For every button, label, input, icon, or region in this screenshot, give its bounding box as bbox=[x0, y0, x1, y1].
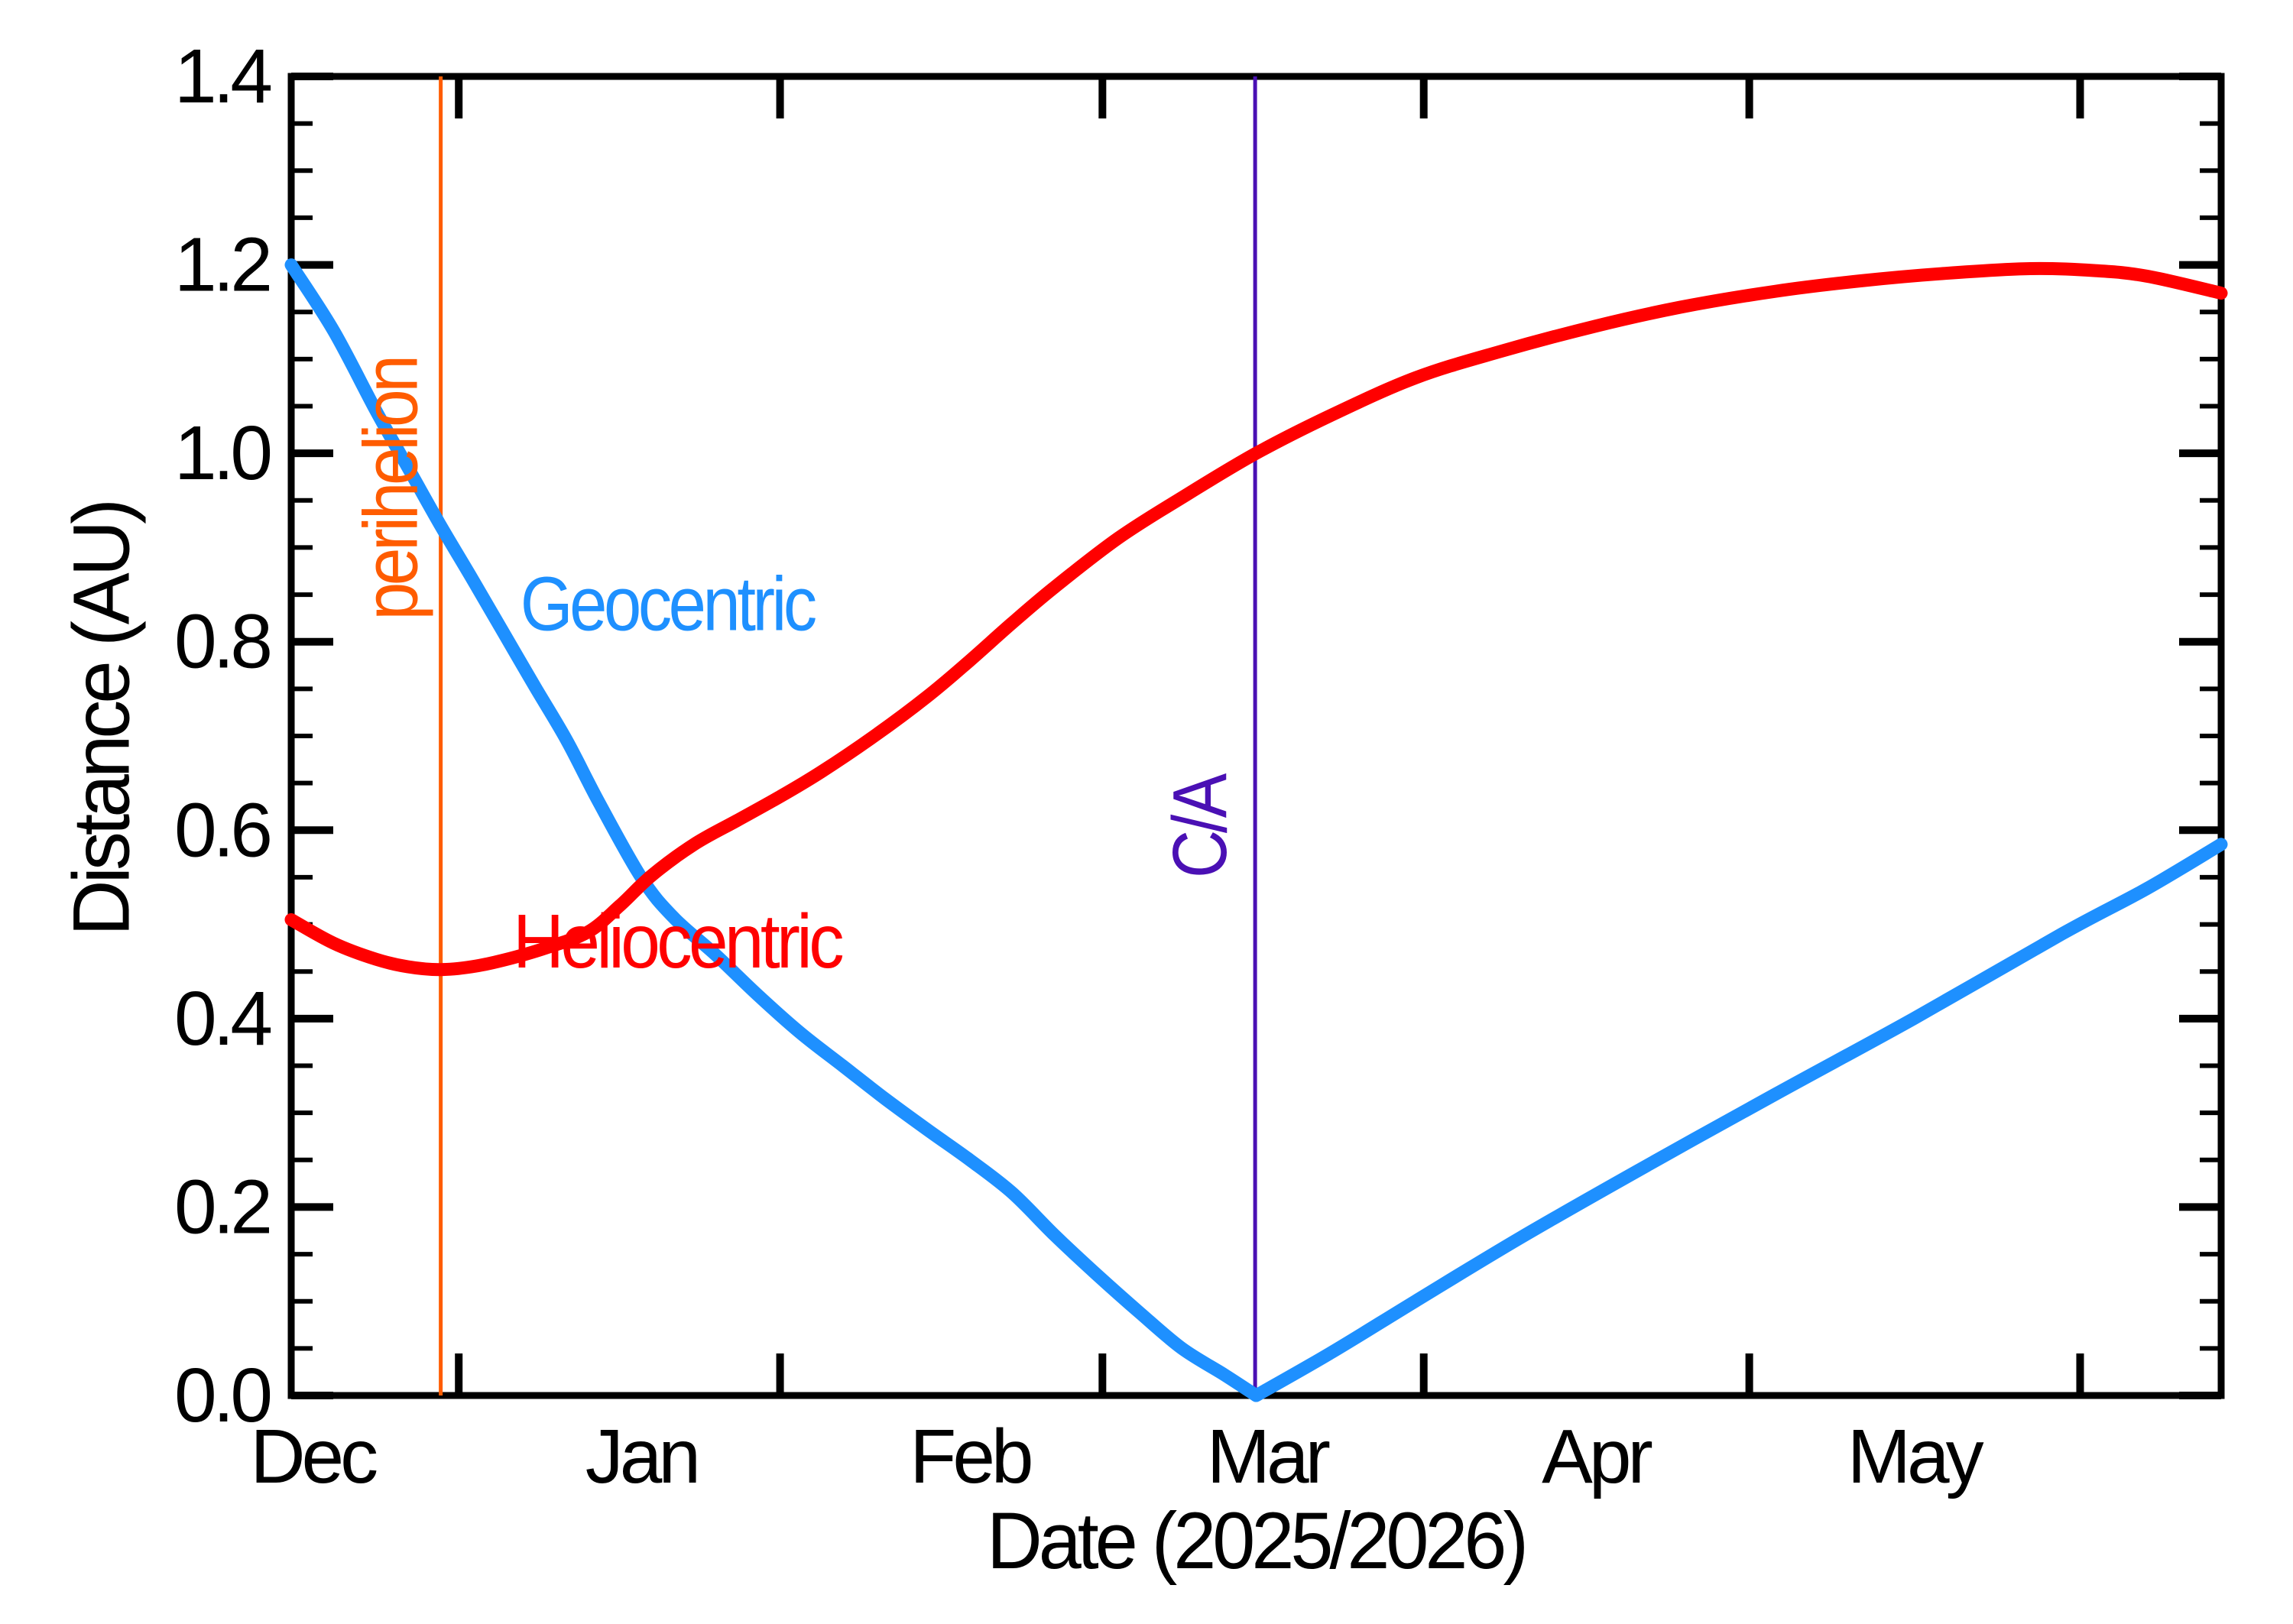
y-tick-label: 0.4 bbox=[174, 976, 271, 1062]
y-tick-label: 0.8 bbox=[174, 599, 270, 685]
y-axis-title: Distance (AU) bbox=[57, 502, 147, 936]
y-tick-label: 1.0 bbox=[174, 410, 270, 496]
geocentric-curve bbox=[284, 258, 1263, 1402]
x-month-label-jan: Jan bbox=[585, 1414, 697, 1499]
y-tick-label: 1.4 bbox=[174, 34, 271, 119]
chart-plot-area: 0.0 0.2 0.4 0.6 0.8 1.0 1.2 1.4 Dec Jan Feb Mar Apr M… bbox=[174, 34, 2228, 1499]
ca-label: C/A bbox=[1157, 773, 1243, 878]
y-tick-label: 0.2 bbox=[174, 1164, 269, 1250]
x-axis-title: Date (2025/2026) bbox=[987, 1496, 1525, 1586]
y-tick-label: 0.0 bbox=[174, 1353, 270, 1438]
heliocentric-label: Heliocentric bbox=[513, 899, 843, 984]
x-month-label-may: May bbox=[1847, 1414, 1984, 1499]
x-month-label-apr: Apr bbox=[1542, 1414, 1652, 1499]
geocentric-curve bbox=[1250, 838, 2228, 1402]
y-tick-label: 0.6 bbox=[174, 787, 270, 873]
x-month-label-dec: Dec bbox=[250, 1414, 377, 1499]
y-tick-label: 1.2 bbox=[174, 222, 269, 308]
x-month-label-feb: Feb bbox=[910, 1414, 1031, 1499]
perihelion-label: perihelion bbox=[348, 358, 433, 621]
heliocentric-curve bbox=[284, 261, 2228, 977]
geocentric-label: Geocentric bbox=[521, 561, 816, 647]
x-month-label-mar: Mar bbox=[1207, 1414, 1330, 1499]
